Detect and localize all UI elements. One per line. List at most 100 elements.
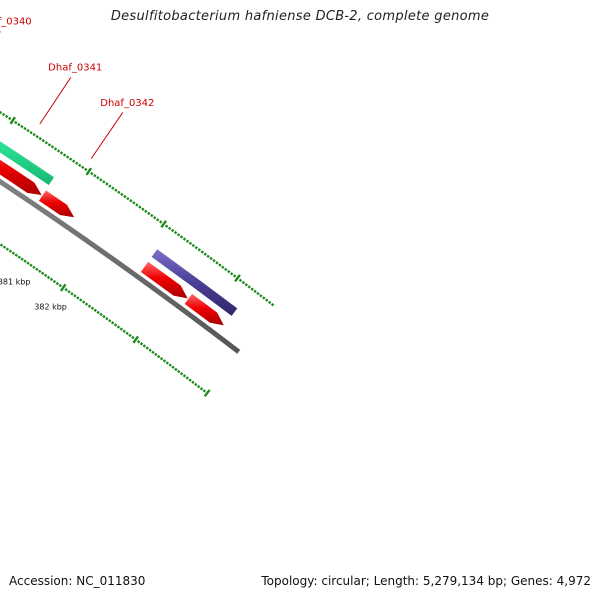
tick-dot	[35, 134, 39, 139]
ruler-tick-dot	[182, 374, 187, 378]
ruler-tick-dot	[196, 384, 201, 389]
tick-dot	[170, 228, 175, 233]
ruler-tick-dot	[79, 298, 83, 302]
tick-dot	[102, 180, 106, 184]
ruler-tick-dot	[35, 267, 39, 271]
tick-dot	[206, 254, 210, 258]
ruler-tick-dot	[49, 277, 54, 282]
ruler-tick-dot	[139, 342, 144, 346]
ruler-tick-dot	[76, 296, 80, 300]
tick-dot	[147, 211, 151, 216]
tick-dot	[44, 141, 49, 145]
tick-dot	[38, 137, 42, 141]
ruler-tick-dot	[199, 387, 204, 391]
tick-dot	[135, 203, 139, 207]
tick-dot	[156, 218, 160, 222]
tick-dot	[75, 161, 79, 165]
ruler-tick-dot	[151, 350, 155, 355]
ruler-tick-dot	[162, 359, 167, 363]
ruler-tick-dot	[46, 275, 51, 280]
ruler-tick-dot	[73, 294, 77, 298]
tick-dot	[81, 165, 85, 170]
tick-dot	[126, 196, 130, 201]
tick-dot	[153, 215, 157, 220]
ruler-tick-dot	[113, 323, 118, 327]
tick-dot	[232, 274, 237, 278]
tick-dot	[14, 120, 18, 125]
ruler-tick-dot	[165, 361, 169, 365]
ruler-tick-dot	[52, 279, 57, 284]
ruler-tick-dot	[20, 257, 24, 261]
tick-dot	[20, 124, 24, 129]
tick-dot	[23, 126, 27, 131]
tick-dot	[123, 194, 127, 199]
ruler-tick-dot	[168, 363, 172, 367]
gene-arrow	[0, 159, 43, 196]
tick-dot	[167, 226, 172, 230]
ruler-tick-dot	[128, 333, 132, 338]
tick-dot	[132, 201, 136, 205]
tick-dot	[71, 159, 76, 163]
ruler-tick-dot	[90, 306, 95, 310]
ruler-tick-dot	[99, 312, 103, 317]
ruler-label: 382 kbp	[34, 303, 67, 312]
ruler-tick-dot	[43, 273, 48, 278]
tick-dot	[159, 220, 163, 224]
ruler-tick-dot	[102, 314, 106, 319]
tick-dot	[188, 241, 193, 246]
tick-dot	[4, 114, 9, 119]
gene-label: Dhaf_0342	[100, 98, 154, 109]
gene-label-leader	[90, 112, 124, 159]
gene-label: Dhaf_0340	[0, 17, 32, 28]
ruler-tick-dot	[131, 335, 135, 340]
tick-dot	[244, 283, 248, 287]
tick-dot	[120, 192, 124, 197]
accession-text: Accession: NC_011830	[9, 574, 146, 588]
ruler-label: 381 kbp	[0, 277, 30, 286]
tick-major	[9, 116, 16, 125]
ruler-tick-dot	[136, 340, 141, 344]
tick-dot	[150, 213, 154, 218]
tick-major	[234, 274, 241, 283]
tick-dot	[108, 184, 112, 188]
ruler-tick-dot	[185, 376, 189, 380]
tick-dot	[59, 151, 64, 155]
tick-dot	[267, 300, 272, 305]
ruler-tick-dot	[119, 327, 123, 331]
gene-track	[0, 159, 225, 327]
ruler-tick-dot	[202, 389, 206, 393]
tick-dot	[17, 122, 21, 127]
ruler-tick-dot	[157, 354, 161, 359]
ruler-tick-dot	[2, 245, 7, 249]
ruler-tick-dot	[122, 329, 126, 333]
ruler-tick-dot	[5, 247, 10, 251]
tick-dot	[247, 285, 251, 289]
ruler-tick-dot	[64, 288, 68, 292]
tick-dot	[129, 199, 133, 203]
tick-dot	[1, 112, 6, 117]
tick-major	[160, 220, 168, 228]
ruler-tick-dot	[188, 378, 192, 382]
ruler-tick-dot	[14, 253, 18, 257]
ruler-tick-dot	[154, 352, 158, 357]
tick-dot	[47, 143, 52, 147]
tick-dot	[99, 178, 103, 182]
gene-labels: Dhaf_0334Dhaf_0335Dhaf_0336Dhaf_0337Dhaf…	[0, 17, 154, 159]
ruler-tick-dot	[84, 302, 89, 306]
ruler-tick-major	[132, 335, 140, 344]
ruler-tick-dot	[41, 271, 45, 276]
tick-dot	[182, 237, 187, 241]
tick-dot	[194, 245, 198, 250]
tick-dot	[105, 182, 109, 186]
tick-dot	[256, 291, 260, 296]
topology-summary: Topology: circular; Length: 5,279,134 bp…	[261, 574, 591, 588]
map-title: Desulfitobacterium hafniense DCB-2, comp…	[110, 9, 490, 24]
tick-dot	[218, 263, 222, 267]
tick-dot	[29, 130, 33, 135]
ruler-tick-dot	[8, 249, 13, 253]
ruler-tick-dot	[81, 300, 86, 304]
ruler-tick-dot	[55, 281, 60, 286]
tick-dot	[215, 261, 219, 265]
tick-dot	[212, 258, 216, 263]
